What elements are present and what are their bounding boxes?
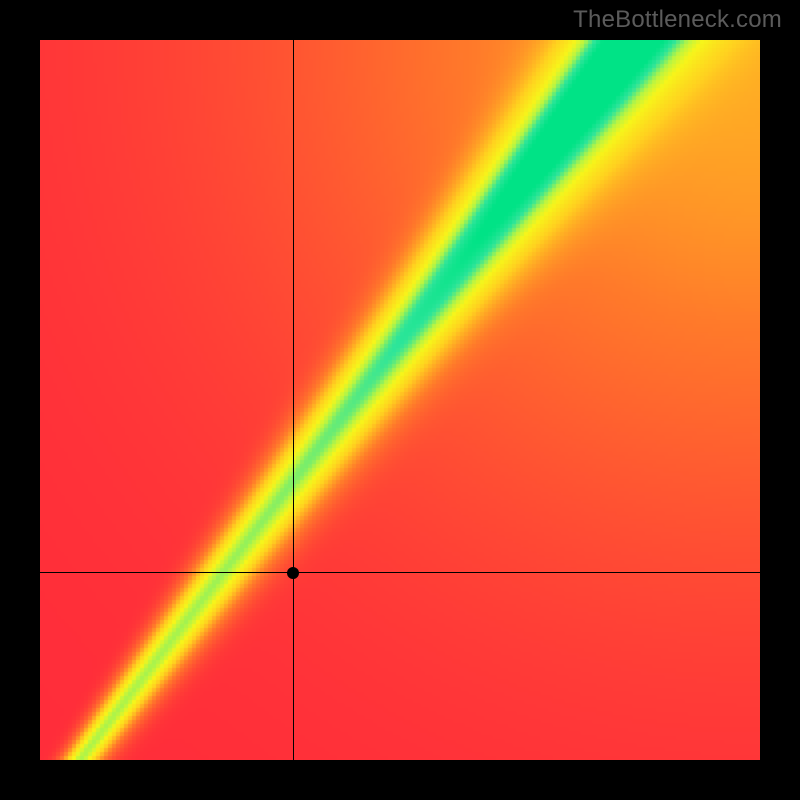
- crosshair-vertical: [293, 40, 294, 760]
- heatmap-canvas: [40, 40, 760, 760]
- chart-container: TheBottleneck.com: [0, 0, 800, 800]
- watermark-text: TheBottleneck.com: [573, 6, 782, 34]
- crosshair-horizontal: [40, 572, 760, 573]
- plot-area: [40, 40, 760, 760]
- selection-marker: [287, 567, 299, 579]
